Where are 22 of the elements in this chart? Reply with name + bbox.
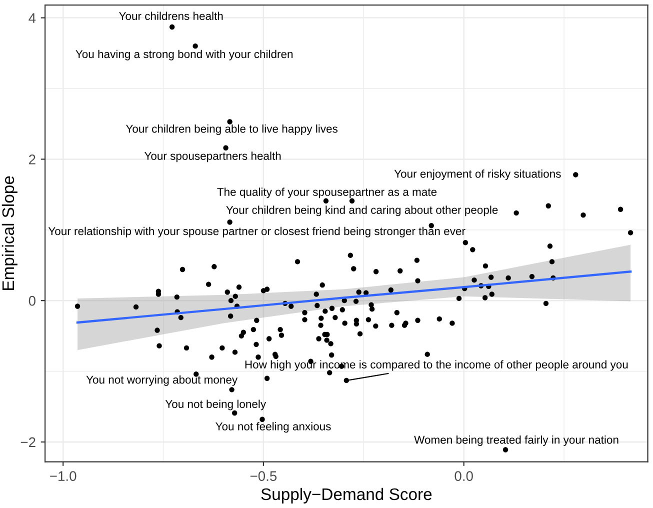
y-tick-label: 2: [29, 154, 36, 164]
annotation: Your children being kind and caring about other people: [226, 206, 498, 216]
x-tick-label: −0.5: [250, 471, 277, 481]
y-axis-title: Empirical Slope: [2, 176, 18, 290]
annotation: Your enjoyment of risky situations: [394, 170, 561, 180]
annotation: You not feeling anxious: [216, 422, 331, 433]
annotation: Your children being able to live happy lives: [126, 124, 338, 135]
x-tick-label: −1.0: [50, 471, 76, 481]
line-series: [76, 270, 632, 324]
x-axis-title: Supply−Demand Score: [261, 488, 432, 504]
annotation: Women being treated fairly in your nation: [414, 436, 618, 446]
annotation: You not being lonely: [165, 400, 266, 410]
y-tick-label: 0: [28, 296, 36, 306]
annotation: Your childrens health: [119, 12, 223, 20]
annotation: Your spousepartners health: [144, 152, 281, 162]
x-tick-label: 0.0: [454, 471, 473, 481]
annotation: The quality of your spousepartner as a mate: [217, 188, 437, 198]
annotation: You having a strong bond with your children: [76, 50, 293, 60]
y-tick-label: 4: [28, 13, 36, 23]
annotation: You not worrying about money: [86, 375, 238, 386]
y-tick-label: −2: [20, 437, 36, 448]
annotation: Your relationship with your spouse partner or closest friend being stronger than ever: [48, 226, 466, 238]
